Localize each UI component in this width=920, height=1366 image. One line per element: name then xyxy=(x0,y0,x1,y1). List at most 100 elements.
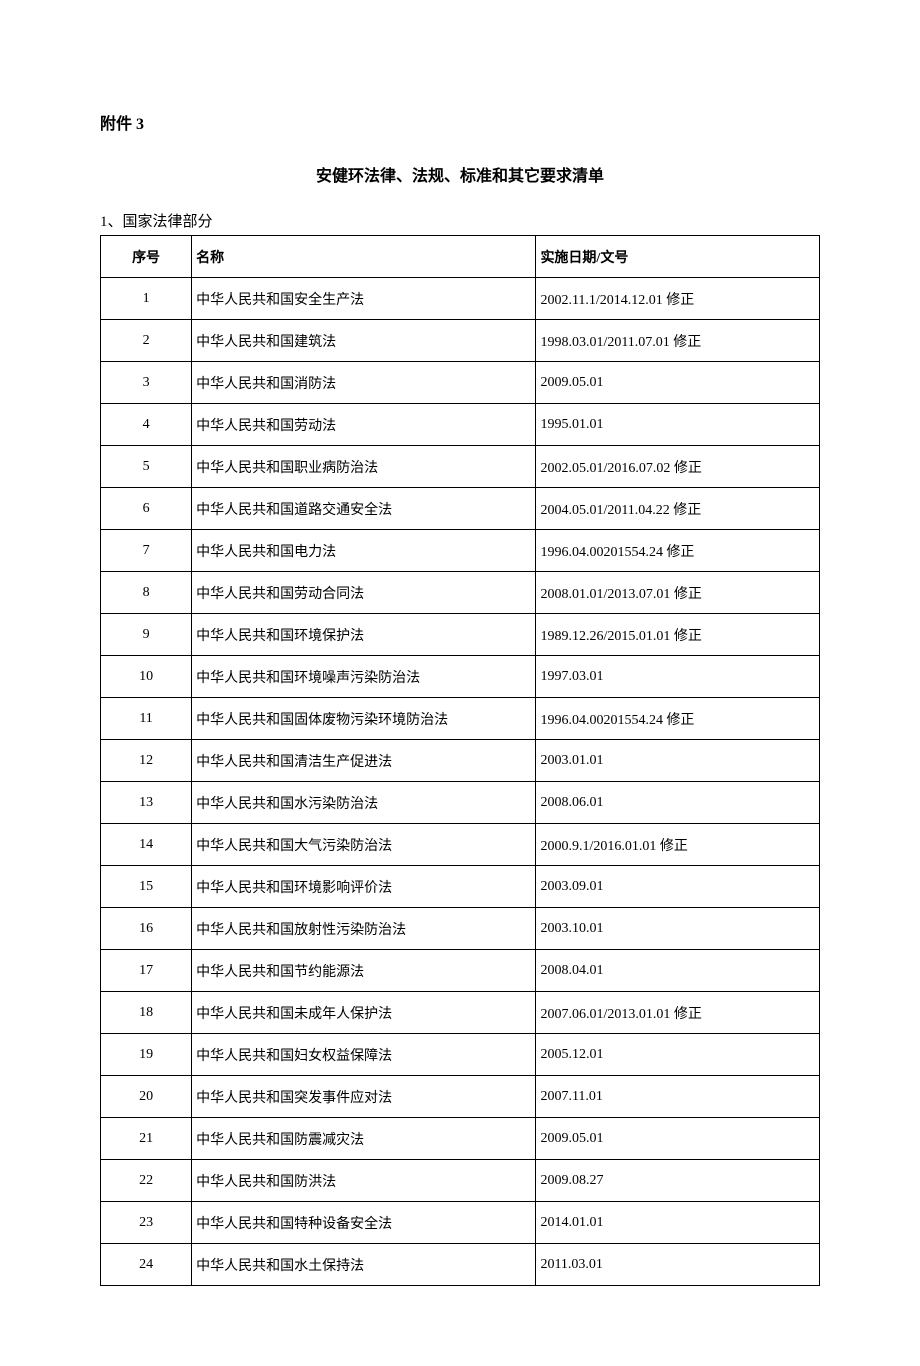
cell-name: 中华人民共和国环境影响评价法 xyxy=(192,866,536,908)
table-row: 23中华人民共和国特种设备安全法2014.01.01 xyxy=(101,1202,820,1244)
cell-date: 2011.03.01 xyxy=(536,1244,820,1286)
cell-name: 中华人民共和国环境保护法 xyxy=(192,614,536,656)
table-row: 3中华人民共和国消防法2009.05.01 xyxy=(101,362,820,404)
cell-name: 中华人民共和国大气污染防治法 xyxy=(192,824,536,866)
cell-seq: 6 xyxy=(101,488,192,530)
cell-date: 1996.04.00201554.24 修正 xyxy=(536,698,820,740)
cell-seq: 13 xyxy=(101,782,192,824)
cell-seq: 23 xyxy=(101,1202,192,1244)
cell-name: 中华人民共和国劳动法 xyxy=(192,404,536,446)
table-row: 18中华人民共和国未成年人保护法2007.06.01/2013.01.01 修正 xyxy=(101,992,820,1034)
cell-date: 2009.05.01 xyxy=(536,362,820,404)
cell-seq: 18 xyxy=(101,992,192,1034)
table-row: 9中华人民共和国环境保护法1989.12.26/2015.01.01 修正 xyxy=(101,614,820,656)
cell-seq: 5 xyxy=(101,446,192,488)
cell-name: 中华人民共和国电力法 xyxy=(192,530,536,572)
cell-name: 中华人民共和国未成年人保护法 xyxy=(192,992,536,1034)
cell-name: 中华人民共和国安全生产法 xyxy=(192,278,536,320)
cell-name: 中华人民共和国突发事件应对法 xyxy=(192,1076,536,1118)
cell-date: 1998.03.01/2011.07.01 修正 xyxy=(536,320,820,362)
cell-name: 中华人民共和国职业病防治法 xyxy=(192,446,536,488)
cell-seq: 16 xyxy=(101,908,192,950)
cell-seq: 14 xyxy=(101,824,192,866)
cell-seq: 10 xyxy=(101,656,192,698)
table-row: 12中华人民共和国清洁生产促进法2003.01.01 xyxy=(101,740,820,782)
table-row: 8中华人民共和国劳动合同法2008.01.01/2013.07.01 修正 xyxy=(101,572,820,614)
cell-seq: 3 xyxy=(101,362,192,404)
cell-seq: 9 xyxy=(101,614,192,656)
cell-seq: 20 xyxy=(101,1076,192,1118)
cell-seq: 17 xyxy=(101,950,192,992)
cell-seq: 22 xyxy=(101,1160,192,1202)
cell-date: 2003.01.01 xyxy=(536,740,820,782)
section-label: 1、国家法律部分 xyxy=(100,210,820,231)
cell-seq: 1 xyxy=(101,278,192,320)
cell-date: 2009.05.01 xyxy=(536,1118,820,1160)
cell-name: 中华人民共和国特种设备安全法 xyxy=(192,1202,536,1244)
table-row: 24中华人民共和国水土保持法2011.03.01 xyxy=(101,1244,820,1286)
table-row: 1中华人民共和国安全生产法2002.11.1/2014.12.01 修正 xyxy=(101,278,820,320)
cell-date: 2004.05.01/2011.04.22 修正 xyxy=(536,488,820,530)
cell-seq: 11 xyxy=(101,698,192,740)
cell-seq: 2 xyxy=(101,320,192,362)
cell-name: 中华人民共和国放射性污染防治法 xyxy=(192,908,536,950)
table-row: 16中华人民共和国放射性污染防治法2003.10.01 xyxy=(101,908,820,950)
laws-table: 序号 名称 实施日期/文号 1中华人民共和国安全生产法2002.11.1/201… xyxy=(100,235,820,1286)
table-row: 13中华人民共和国水污染防治法2008.06.01 xyxy=(101,782,820,824)
cell-date: 2008.01.01/2013.07.01 修正 xyxy=(536,572,820,614)
cell-date: 1989.12.26/2015.01.01 修正 xyxy=(536,614,820,656)
cell-date: 2002.11.1/2014.12.01 修正 xyxy=(536,278,820,320)
cell-seq: 4 xyxy=(101,404,192,446)
cell-date: 2003.09.01 xyxy=(536,866,820,908)
table-row: 14中华人民共和国大气污染防治法2000.9.1/2016.01.01 修正 xyxy=(101,824,820,866)
cell-name: 中华人民共和国劳动合同法 xyxy=(192,572,536,614)
cell-name: 中华人民共和国节约能源法 xyxy=(192,950,536,992)
table-row: 10中华人民共和国环境噪声污染防治法1997.03.01 xyxy=(101,656,820,698)
cell-name: 中华人民共和国清洁生产促进法 xyxy=(192,740,536,782)
cell-seq: 7 xyxy=(101,530,192,572)
header-seq: 序号 xyxy=(101,236,192,278)
table-header-row: 序号 名称 实施日期/文号 xyxy=(101,236,820,278)
cell-date: 2005.12.01 xyxy=(536,1034,820,1076)
table-row: 4中华人民共和国劳动法1995.01.01 xyxy=(101,404,820,446)
cell-name: 中华人民共和国消防法 xyxy=(192,362,536,404)
cell-date: 2009.08.27 xyxy=(536,1160,820,1202)
table-body: 1中华人民共和国安全生产法2002.11.1/2014.12.01 修正2中华人… xyxy=(101,278,820,1286)
table-row: 17中华人民共和国节约能源法2008.04.01 xyxy=(101,950,820,992)
cell-date: 2003.10.01 xyxy=(536,908,820,950)
cell-date: 2000.9.1/2016.01.01 修正 xyxy=(536,824,820,866)
table-row: 2中华人民共和国建筑法1998.03.01/2011.07.01 修正 xyxy=(101,320,820,362)
table-row: 6中华人民共和国道路交通安全法2004.05.01/2011.04.22 修正 xyxy=(101,488,820,530)
table-row: 20中华人民共和国突发事件应对法2007.11.01 xyxy=(101,1076,820,1118)
cell-seq: 21 xyxy=(101,1118,192,1160)
attachment-label: 附件 3 xyxy=(100,110,820,134)
cell-date: 2007.11.01 xyxy=(536,1076,820,1118)
cell-date: 1997.03.01 xyxy=(536,656,820,698)
table-row: 5中华人民共和国职业病防治法2002.05.01/2016.07.02 修正 xyxy=(101,446,820,488)
cell-seq: 15 xyxy=(101,866,192,908)
cell-date: 2002.05.01/2016.07.02 修正 xyxy=(536,446,820,488)
cell-name: 中华人民共和国防震减灾法 xyxy=(192,1118,536,1160)
document-title: 安健环法律、法规、标准和其它要求清单 xyxy=(100,162,820,186)
cell-seq: 8 xyxy=(101,572,192,614)
cell-seq: 24 xyxy=(101,1244,192,1286)
cell-name: 中华人民共和国妇女权益保障法 xyxy=(192,1034,536,1076)
cell-date: 2007.06.01/2013.01.01 修正 xyxy=(536,992,820,1034)
table-row: 21中华人民共和国防震减灾法2009.05.01 xyxy=(101,1118,820,1160)
cell-date: 2008.04.01 xyxy=(536,950,820,992)
cell-name: 中华人民共和国水污染防治法 xyxy=(192,782,536,824)
cell-date: 1995.01.01 xyxy=(536,404,820,446)
cell-name: 中华人民共和国固体废物污染环境防治法 xyxy=(192,698,536,740)
header-name: 名称 xyxy=(192,236,536,278)
table-row: 19中华人民共和国妇女权益保障法2005.12.01 xyxy=(101,1034,820,1076)
cell-seq: 12 xyxy=(101,740,192,782)
cell-date: 1996.04.00201554.24 修正 xyxy=(536,530,820,572)
cell-name: 中华人民共和国水土保持法 xyxy=(192,1244,536,1286)
cell-seq: 19 xyxy=(101,1034,192,1076)
cell-name: 中华人民共和国道路交通安全法 xyxy=(192,488,536,530)
cell-date: 2008.06.01 xyxy=(536,782,820,824)
cell-name: 中华人民共和国防洪法 xyxy=(192,1160,536,1202)
table-row: 15中华人民共和国环境影响评价法2003.09.01 xyxy=(101,866,820,908)
header-date: 实施日期/文号 xyxy=(536,236,820,278)
cell-date: 2014.01.01 xyxy=(536,1202,820,1244)
